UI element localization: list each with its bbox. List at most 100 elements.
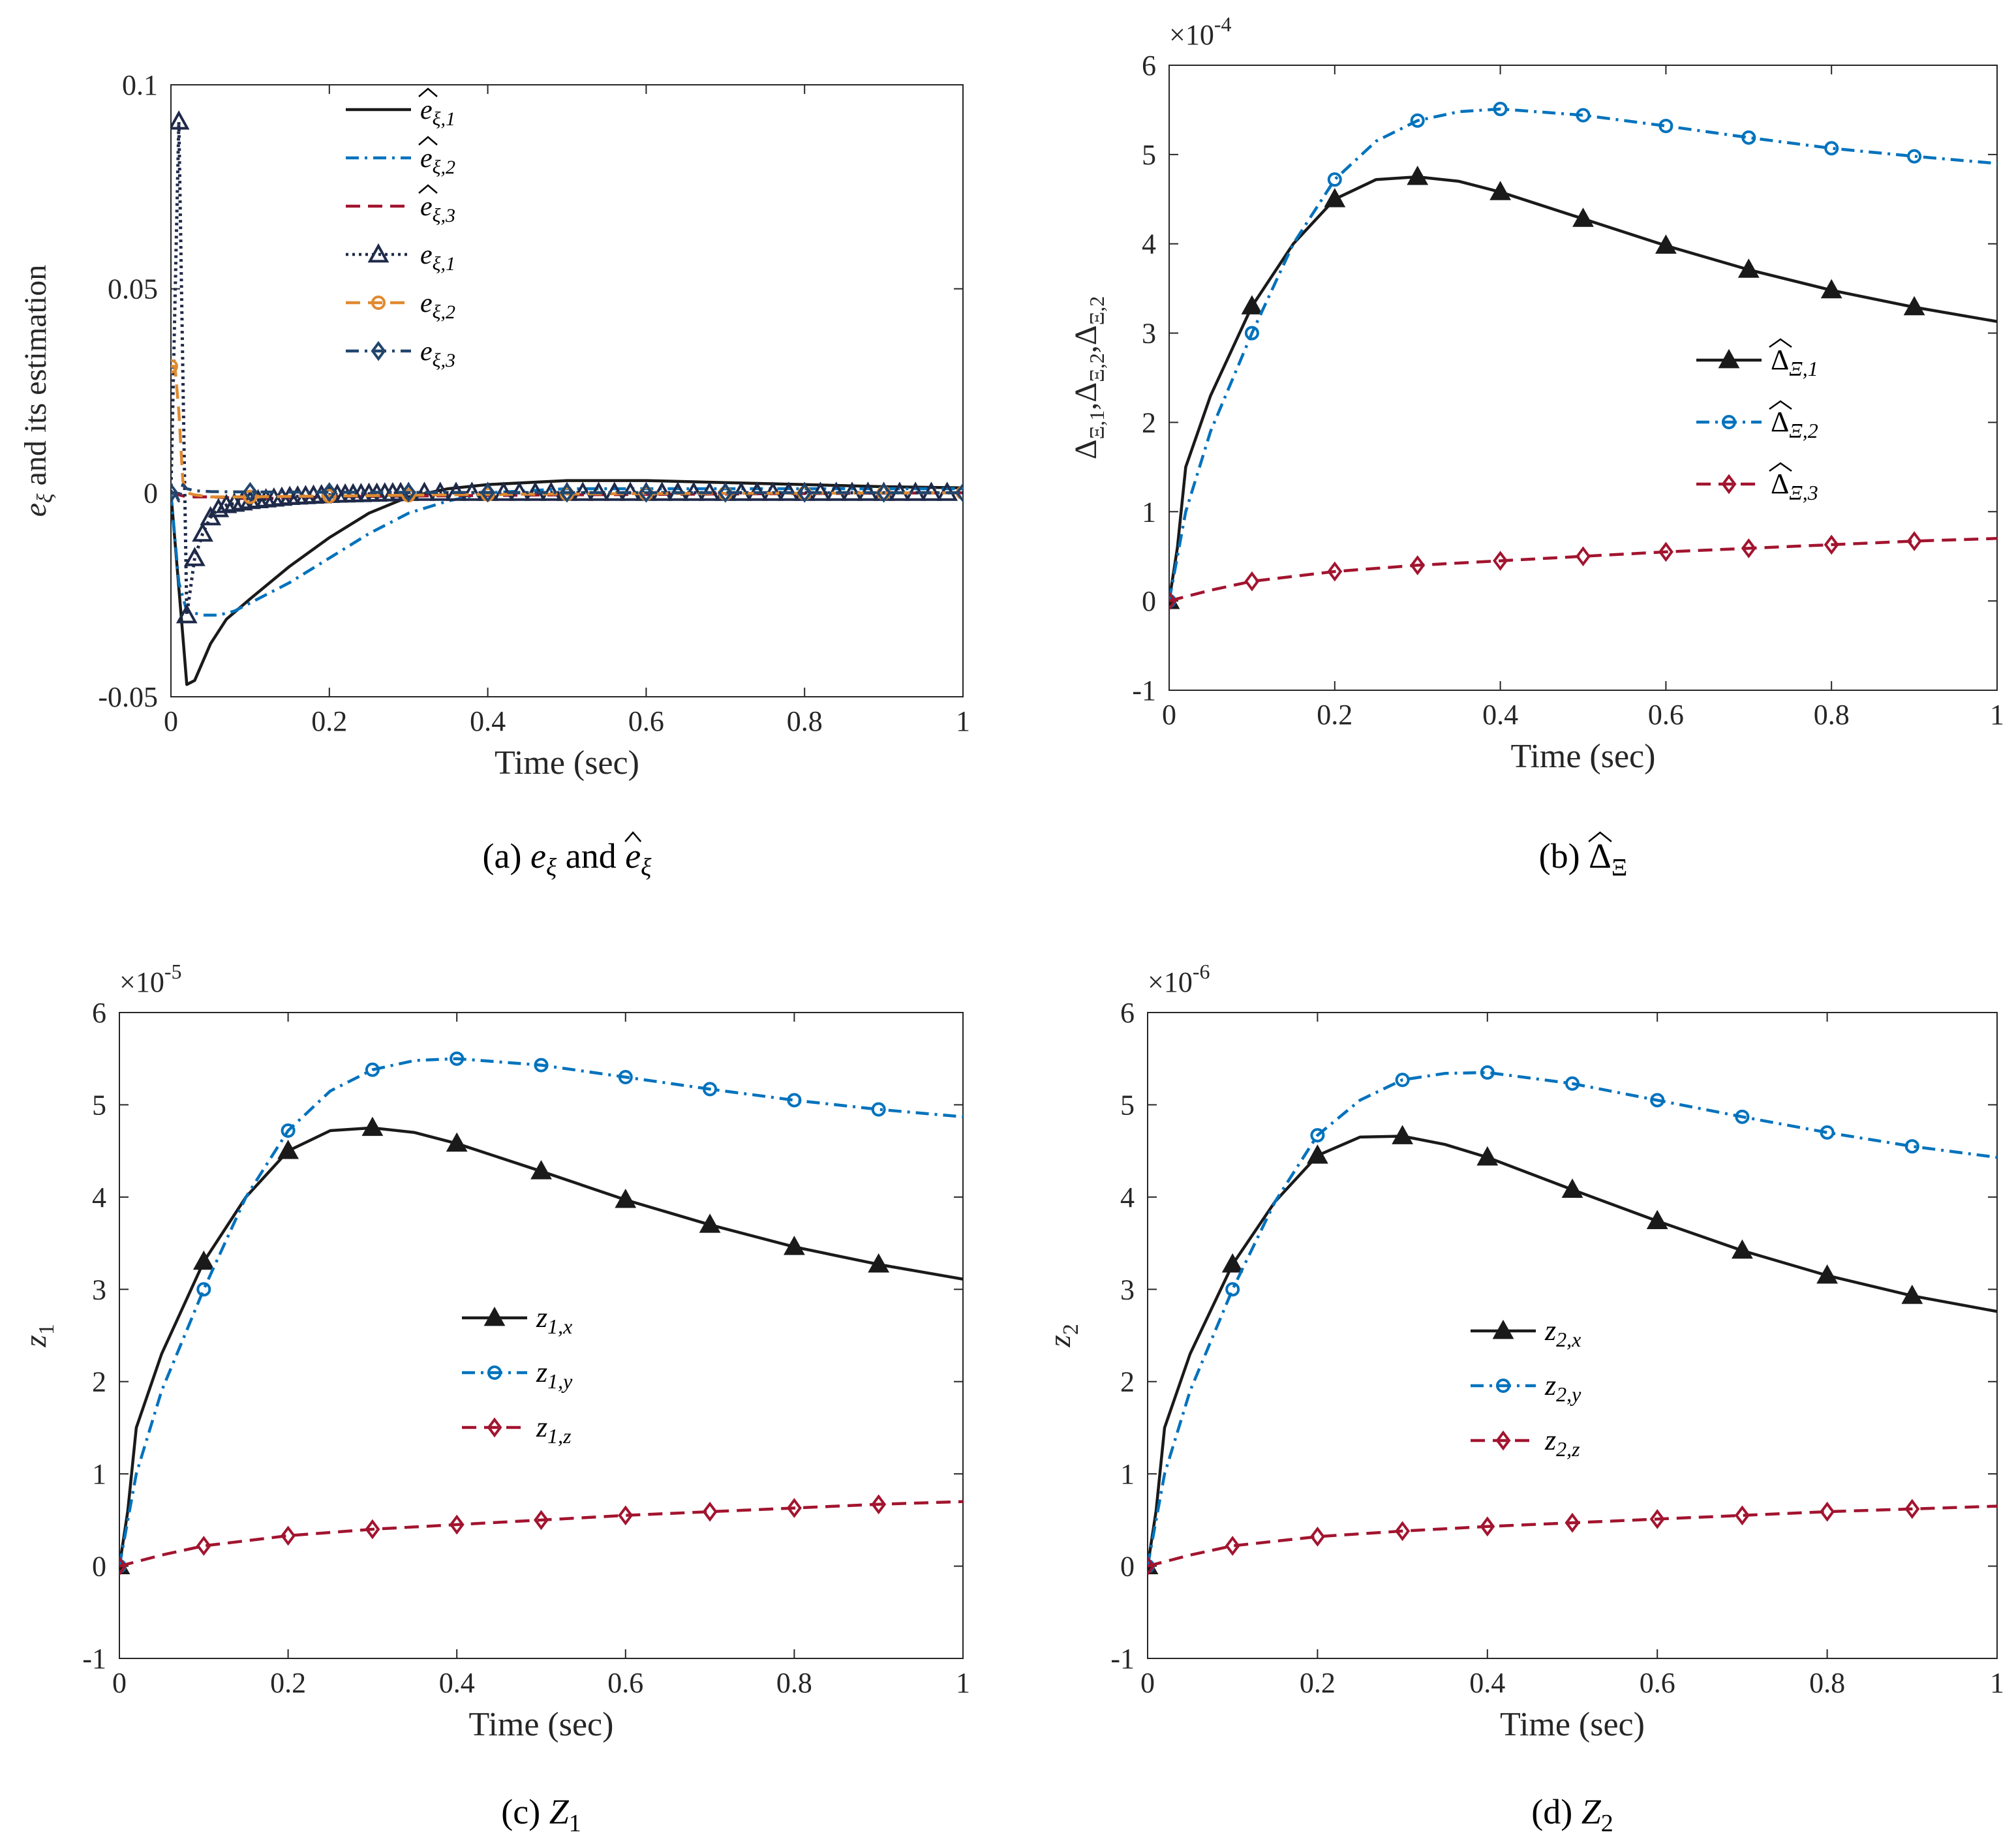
legend-label: eξ,2 <box>420 144 455 178</box>
legend-marker <box>1722 415 1736 429</box>
y-tick-label: 3 <box>1120 1273 1135 1305</box>
data-point-marker <box>1907 149 1922 164</box>
legend-label: z1,x <box>536 1302 572 1338</box>
x-tick-label: 0.2 <box>1317 699 1352 731</box>
data-point-marker <box>618 1070 633 1084</box>
x-tick-label: 0.8 <box>776 1667 812 1699</box>
data-point-marker <box>955 482 963 503</box>
data-point-marker <box>1407 165 1429 185</box>
x-tick-label: 0 <box>1162 699 1176 731</box>
data-point-marker <box>196 1536 211 1556</box>
y-tick-label: -1 <box>82 1643 106 1675</box>
y-tick-label: 0.05 <box>108 273 158 305</box>
hat-accent <box>624 831 642 842</box>
legend: ΔΞ,1 ΔΞ,2 ΔΞ,3 <box>1696 338 1818 504</box>
series-line <box>1169 175 1997 602</box>
data-point-marker <box>618 1505 634 1526</box>
series-line <box>171 483 963 503</box>
x-tick-label: 0.8 <box>1814 699 1850 731</box>
data-point-marker <box>1646 1210 1668 1230</box>
data-point-marker <box>322 482 337 502</box>
legend-marker <box>371 296 386 310</box>
series-line <box>1169 107 1997 602</box>
data-point-marker <box>1493 551 1508 571</box>
x-tick-label: 0.4 <box>1482 699 1518 731</box>
data-point-marker <box>1565 1076 1580 1091</box>
legend: z1,x z1,y z1,z <box>462 1302 573 1448</box>
data-point-marker <box>1307 1144 1328 1164</box>
panel-caption: (b) ΔΞ <box>1539 836 1628 881</box>
legend-label: eξ,3 <box>420 192 455 226</box>
data-point-marker <box>1410 113 1425 128</box>
data-point-marker <box>119 1556 127 1576</box>
y-axis-label: eξ and its estimation <box>18 265 57 517</box>
y-tick-label: -1 <box>1110 1643 1135 1675</box>
data-point-marker <box>559 482 575 503</box>
data-point-marker <box>281 1525 296 1546</box>
legend-marker <box>1496 1379 1510 1393</box>
hat-accent <box>418 184 438 194</box>
legend-marker <box>1721 474 1737 495</box>
y-tick-label: 1 <box>1142 496 1156 528</box>
data-point-marker <box>1327 172 1342 187</box>
data-point-marker <box>1480 1065 1495 1080</box>
y-tick-label: 0.1 <box>122 69 158 101</box>
series-1 <box>1148 1125 1997 1574</box>
data-point-marker <box>1410 555 1426 575</box>
x-axis-label: Time (sec) <box>495 744 639 782</box>
y-tick-label: -0.05 <box>98 681 158 713</box>
legend-marker <box>1718 348 1740 369</box>
y-tick-label: 0 <box>1120 1551 1135 1583</box>
data-point-marker <box>1225 1282 1240 1297</box>
data-point-marker <box>242 481 258 502</box>
data-point-marker <box>1734 1505 1750 1526</box>
x-tick-label: 0.2 <box>270 1667 306 1699</box>
data-point-marker <box>1576 546 1591 567</box>
axes-box <box>1147 1012 1998 1659</box>
data-point-marker <box>1741 538 1756 558</box>
y-tick-label: 3 <box>92 1273 106 1305</box>
legend-label: z2,z <box>1544 1424 1580 1461</box>
series-1 <box>1169 165 1997 609</box>
data-point-marker <box>184 547 206 566</box>
data-point-marker <box>192 1250 215 1270</box>
y-tick-label: 5 <box>1120 1089 1135 1121</box>
y-tick-label: 1 <box>92 1458 106 1490</box>
legend-marker <box>487 1365 502 1380</box>
x-tick-label: 0.2 <box>311 705 347 737</box>
data-point-marker <box>243 489 258 504</box>
y-tick-label: 6 <box>1120 997 1135 1029</box>
data-point-marker <box>1904 1139 1919 1154</box>
data-point-marker <box>176 603 198 624</box>
legend-marker <box>483 1306 506 1326</box>
y-tick-label: 0 <box>1142 585 1156 617</box>
y-tick-label: 2 <box>1142 406 1156 438</box>
data-point-marker <box>277 1140 299 1159</box>
data-point-marker <box>534 1058 549 1073</box>
data-point-marker <box>365 1519 380 1540</box>
legend-label: z1,y <box>536 1356 573 1393</box>
legend-label: eξ,3 <box>420 337 455 371</box>
y-tick-label: 5 <box>1142 139 1156 171</box>
legend-marker <box>1495 1430 1511 1451</box>
data-point-marker <box>534 1510 549 1531</box>
data-point-marker <box>1324 188 1346 207</box>
data-point-marker <box>461 481 483 501</box>
x-tick-label: 0.4 <box>439 1667 475 1699</box>
data-point-marker <box>1737 258 1760 278</box>
data-point-marker <box>1901 1285 1923 1304</box>
x-tick-label: 1 <box>1990 1667 2004 1699</box>
data-point-marker <box>787 1093 802 1108</box>
data-point-marker <box>871 1102 886 1117</box>
legend-label: eξ,1 <box>420 240 455 275</box>
data-point-marker <box>365 1062 380 1077</box>
data-point-marker <box>530 1160 552 1180</box>
data-point-marker <box>638 482 654 503</box>
legend-marker <box>371 341 386 361</box>
data-point-marker <box>868 1253 890 1273</box>
data-point-marker <box>480 482 496 503</box>
data-point-marker <box>718 482 733 503</box>
